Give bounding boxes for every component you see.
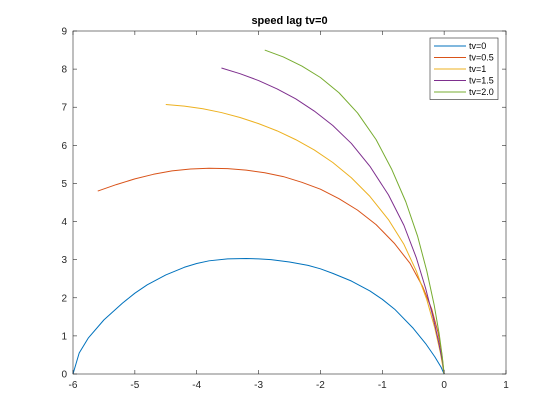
legend-label-3: tv=1.5 bbox=[469, 76, 494, 86]
y-tick-label: 6 bbox=[61, 141, 67, 152]
legend-label-1: tv=0.5 bbox=[469, 53, 494, 63]
legend-label-2: tv=1 bbox=[469, 64, 486, 74]
x-tick-label: -5 bbox=[130, 380, 139, 391]
y-tick-label: 9 bbox=[61, 27, 67, 38]
x-tick-label: -2 bbox=[316, 380, 325, 391]
x-tick-label: 1 bbox=[503, 380, 509, 391]
series-line-3 bbox=[221, 67, 445, 375]
legend-label-4: tv=2.0 bbox=[469, 87, 494, 97]
series-line-1 bbox=[97, 167, 445, 375]
y-tick-label: 7 bbox=[61, 103, 67, 114]
series-line-0 bbox=[72, 258, 445, 375]
series-layer bbox=[72, 49, 445, 375]
x-tick-label: -1 bbox=[378, 380, 387, 391]
y-tick-label: 8 bbox=[61, 65, 67, 76]
chart-title: speed lag tv=0 bbox=[251, 15, 327, 27]
axes-box bbox=[72, 30, 507, 375]
y-tick-label: 4 bbox=[61, 217, 67, 228]
x-tick-label: -3 bbox=[254, 380, 263, 391]
series-line-4 bbox=[264, 49, 445, 375]
series-line-2 bbox=[165, 104, 445, 375]
legend-label-0: tv=0 bbox=[469, 41, 486, 51]
y-tick-label: 2 bbox=[61, 293, 67, 304]
axes-layer: -6 -5 -4 -3 -2 -1 0 1 0 1 2 3 4 5 6 7 8 9 bbox=[61, 27, 509, 392]
y-tick-label: 3 bbox=[61, 255, 67, 266]
x-tick-label: -6 bbox=[69, 380, 78, 391]
y-tick-label: 5 bbox=[61, 179, 67, 190]
legend: tv=0 tv=0.5tv=1 tv=1.5tv=2.0 bbox=[429, 37, 499, 100]
y-tick-label: 0 bbox=[61, 370, 67, 381]
x-tick-label: 0 bbox=[441, 380, 447, 391]
x-tick-label: -4 bbox=[192, 380, 201, 391]
y-tick-label: 1 bbox=[61, 331, 67, 342]
